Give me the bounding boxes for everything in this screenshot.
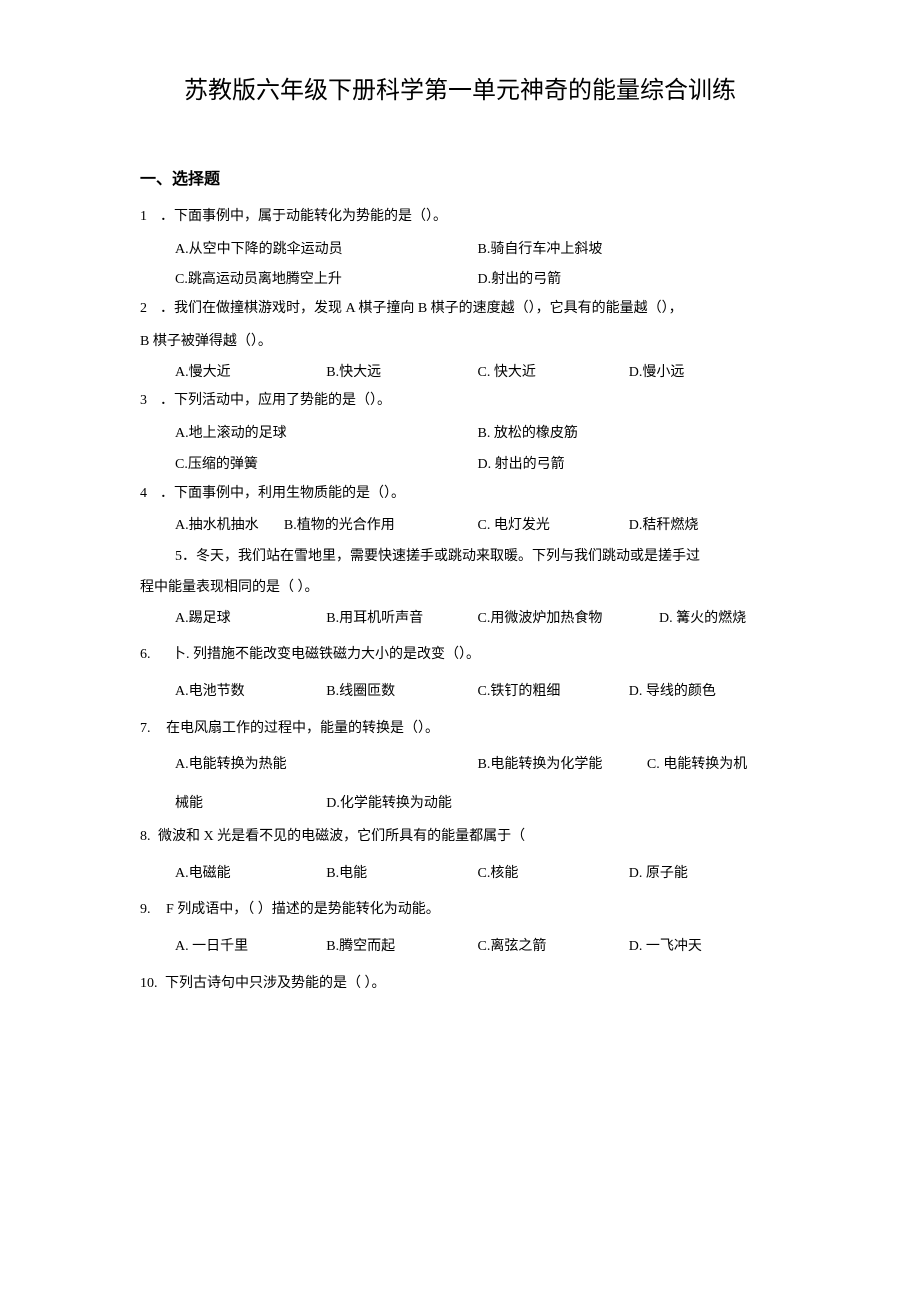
question-5: 5．冬天，我们站在雪地里，需要快速搓手或跳动来取暖。下列与我们跳动或是搓手过	[140, 542, 780, 573]
q3-text: ．下列活动中，应用了势能的是（）。	[160, 393, 391, 408]
q6-text: 卜. 列措施不能改变电磁铁磁力大小的是改变（）。	[172, 647, 480, 662]
question-7: 7. 在电风扇工作的过程中，能量的转换是（）。	[140, 716, 780, 743]
q5-options: A.踢足球 B.用耳机听声音 C.用微波炉加热食物 D. 篝火的燃烧	[140, 604, 780, 635]
q8-opt-a: A.电磁能	[175, 859, 326, 890]
q9-options: A. 一日千里 B.腾空而起 C.离弦之箭 D. 一飞冲天	[140, 932, 780, 963]
q7-num: 7.	[140, 721, 151, 736]
q2-opt-d: D.慢小远	[629, 358, 780, 389]
q5-text: ．冬天，我们站在雪地里，需要快速搓手或跳动来取暖。下列与我们跳动或是搓手过	[182, 549, 700, 564]
q9-opt-d: D. 一飞冲天	[629, 932, 780, 963]
q6-options: A.电池节数 B.线圈匝数 C.铁钉的粗细 D. 导线的颜色	[140, 677, 780, 708]
q9-text: F 列成语中，（ ）描述的是势能转化为动能。	[166, 902, 440, 917]
q2-text: ．我们在做撞棋游戏时，发现 A 棋子撞向 B 棋子的速度越（），它具有的能量越（…	[160, 301, 683, 316]
q1-options-row2: C.跳高运动员离地腾空上升 D.射出的弓箭	[140, 265, 780, 296]
q5-opt-b: B.用耳机听声音	[326, 604, 477, 635]
q1-opt-b: B.骑自行车冲上斜坡	[478, 235, 781, 266]
q9-opt-c: C.离弦之箭	[478, 932, 629, 963]
q5-opt-d: D. 篝火的燃烧	[659, 604, 780, 635]
q1-num: 1	[140, 204, 160, 231]
q2-continuation: B 棋子被弹得越（）。	[140, 327, 780, 358]
q2-options: A.慢大近 B.快大远 C. 快大近 D.慢小远	[140, 358, 780, 389]
q7-options-row1: A.电能转换为热能 B.电能转换为化学能 C. 电能转换为机	[140, 750, 780, 781]
q2-opt-a: A.慢大近	[175, 358, 326, 389]
q1-opt-d: D.射出的弓箭	[478, 265, 781, 296]
q1-options-row1: A.从空中下降的跳伞运动员 B.骑自行车冲上斜坡	[140, 235, 780, 266]
q6-num: 6.	[140, 647, 151, 662]
q9-num: 9.	[140, 902, 151, 917]
q10-num: 10.	[140, 976, 158, 991]
q4-text: ．下面事例中，利用生物质能的是（）。	[160, 486, 405, 501]
q1-opt-c: C.跳高运动员离地腾空上升	[175, 265, 478, 296]
question-9: 9. F 列成语中，（ ）描述的是势能转化为动能。	[140, 897, 780, 924]
q5-opt-c: C.用微波炉加热食物	[478, 604, 660, 635]
q6-opt-a: A.电池节数	[175, 677, 326, 708]
q4-opt-d: D.秸秆燃烧	[629, 511, 780, 542]
q1-opt-a: A.从空中下降的跳伞运动员	[175, 235, 478, 266]
q7-opt-d: D.化学能转换为动能	[326, 789, 780, 820]
page-title: 苏教版六年级下册科学第一单元神奇的能量综合训练	[140, 70, 780, 105]
q8-opt-d: D. 原子能	[629, 859, 780, 890]
question-8: 8. 微波和 X 光是看不见的电磁波，它们所具有的能量都属于（	[140, 824, 780, 851]
q3-options-row1: A.地上滚动的足球 B. 放松的橡皮筋	[140, 419, 780, 450]
q2-opt-c: C. 快大近	[478, 358, 629, 389]
q5-num: 5	[175, 549, 182, 564]
q4-opt-a: A.抽水机抽水	[175, 511, 284, 542]
q8-opt-c: C.核能	[478, 859, 629, 890]
q7-text: 在电风扇工作的过程中，能量的转换是（）。	[166, 721, 439, 736]
question-6: 6. 卜. 列措施不能改变电磁铁磁力大小的是改变（）。	[140, 642, 780, 669]
q8-num: 8.	[140, 829, 151, 844]
question-3: 3．下列活动中，应用了势能的是（）。	[140, 388, 780, 415]
q3-num: 3	[140, 388, 160, 415]
q7-options-row2: 械能 D.化学能转换为动能	[140, 789, 780, 820]
question-4: 4．下面事例中，利用生物质能的是（）。	[140, 481, 780, 508]
q5-continuation: 程中能量表现相同的是（ ）。	[140, 573, 780, 604]
q2-num: 2	[140, 296, 160, 323]
q9-opt-a: A. 一日千里	[175, 932, 326, 963]
q5-opt-a: A.踢足球	[175, 604, 326, 635]
q3-opt-d: D. 射出的弓箭	[478, 450, 781, 481]
q4-num: 4	[140, 481, 160, 508]
q3-options-row2: C.压缩的弹簧 D. 射出的弓箭	[140, 450, 780, 481]
q2-opt-b: B.快大远	[326, 358, 477, 389]
q3-opt-a: A.地上滚动的足球	[175, 419, 478, 450]
q4-opt-c: C. 电灯发光	[477, 511, 628, 542]
q8-opt-b: B.电能	[326, 859, 477, 890]
question-1: 1．下面事例中，属于动能转化为势能的是（）。	[140, 204, 780, 231]
q7-opt-c: C. 电能转换为机	[647, 750, 780, 781]
q3-opt-c: C.压缩的弹簧	[175, 450, 478, 481]
q7-cont: 械能	[175, 789, 326, 820]
q1-text: ．下面事例中，属于动能转化为势能的是（）。	[160, 209, 447, 224]
q7-opt-a: A.电能转换为热能	[175, 750, 478, 781]
q7-opt-b: B.电能转换为化学能	[478, 750, 647, 781]
q4-options: A.抽水机抽水 B.植物的光合作用 C. 电灯发光 D.秸秆燃烧	[140, 511, 780, 542]
q10-text: 下列古诗句中只涉及势能的是（ ）。	[165, 976, 386, 991]
question-10: 10. 下列古诗句中只涉及势能的是（ ）。	[140, 971, 780, 998]
question-2: 2．我们在做撞棋游戏时，发现 A 棋子撞向 B 棋子的速度越（），它具有的能量越…	[140, 296, 780, 323]
q3-opt-b: B. 放松的橡皮筋	[478, 419, 781, 450]
q6-opt-b: B.线圈匝数	[326, 677, 477, 708]
q8-options: A.电磁能 B.电能 C.核能 D. 原子能	[140, 859, 780, 890]
q9-opt-b: B.腾空而起	[326, 932, 477, 963]
q6-opt-c: C.铁钉的粗细	[478, 677, 629, 708]
q4-opt-b: B.植物的光合作用	[284, 511, 478, 542]
q8-text: 微波和 X 光是看不见的电磁波，它们所具有的能量都属于（	[158, 829, 525, 844]
section-header: 一、选择题	[140, 165, 780, 189]
q6-opt-d: D. 导线的颜色	[629, 677, 780, 708]
